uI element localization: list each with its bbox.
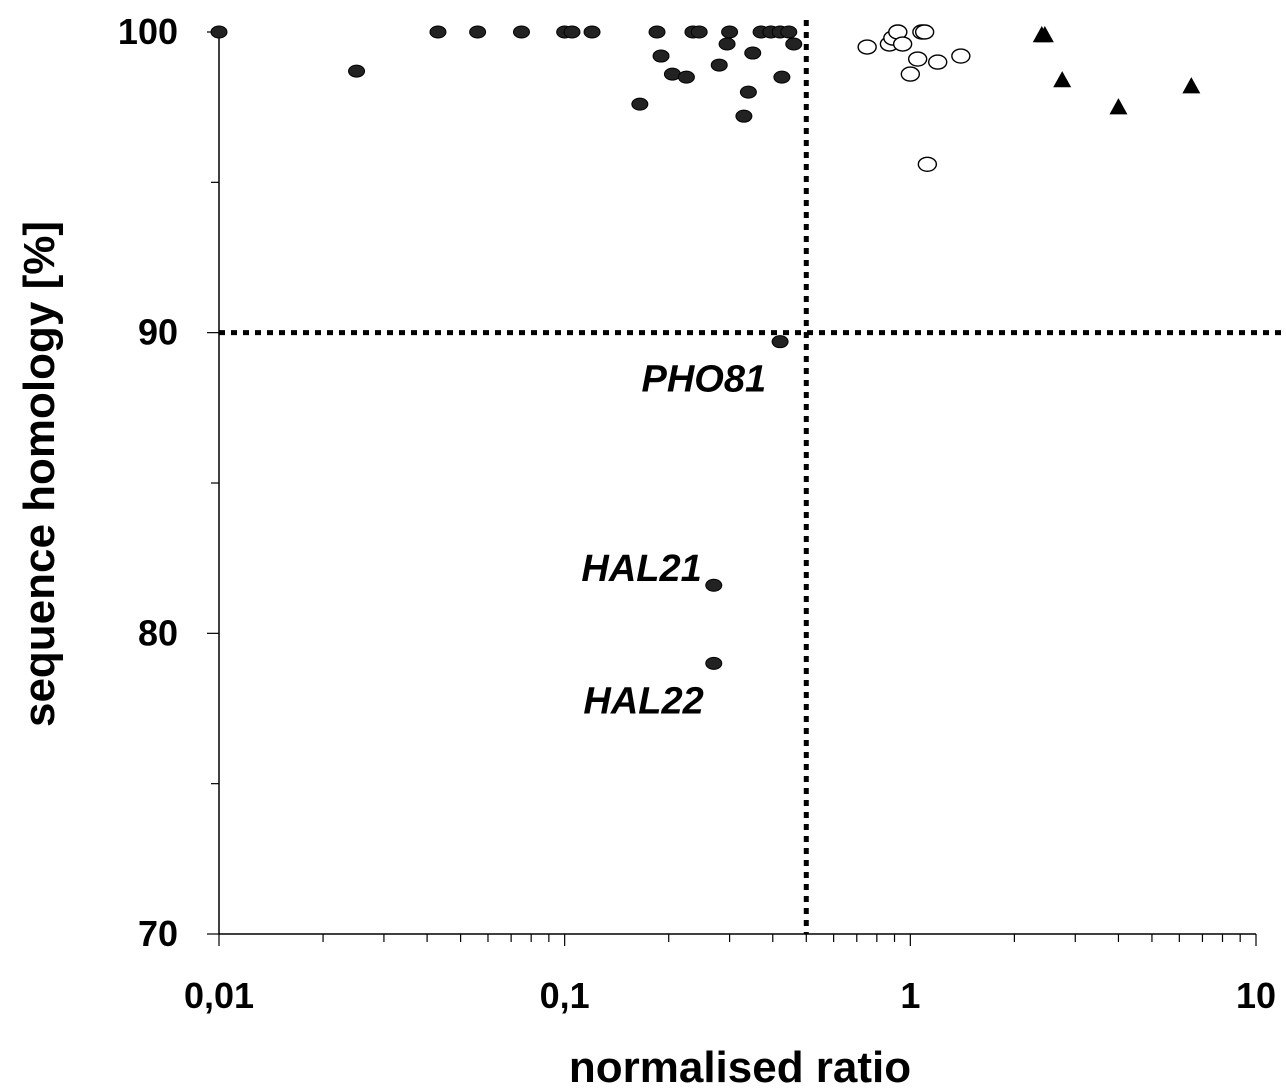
point-annotation: PHO81: [641, 359, 766, 401]
data-point-filled: [469, 25, 487, 39]
data-point-filled: [648, 25, 666, 39]
x-tick-label: 1: [900, 975, 920, 1016]
data-point-filled: [210, 25, 228, 39]
tick-labels: 0,01 0,1 1 10 70 80 90 100: [118, 11, 1276, 1016]
x-axis-title: normalised ratio: [569, 1043, 911, 1091]
data-point-triangle: [1182, 77, 1201, 94]
ticks: [207, 31, 1257, 946]
data-point-filled: [718, 37, 736, 51]
data-point-open: [892, 36, 913, 52]
data-point-filled: [705, 656, 723, 670]
y-tick-label: 80: [138, 612, 178, 653]
data-point-triangle: [1035, 26, 1054, 43]
data-point-open: [928, 54, 948, 70]
data-point-open: [914, 24, 935, 40]
annotations: PHO81 HAL21 HAL22: [581, 359, 766, 723]
data-point-open: [907, 51, 928, 67]
reference-lines: [219, 20, 1286, 934]
data-point-open: [951, 48, 971, 64]
y-axis-title: sequence homology [%]: [15, 221, 64, 727]
x-tick-label: 0,1: [540, 975, 590, 1016]
data-point-filled: [429, 25, 447, 39]
data-point-filled: [780, 25, 798, 39]
data-point-filled: [773, 70, 791, 84]
data-point-open: [857, 39, 877, 55]
data-point-open: [900, 66, 921, 82]
data-point-filled: [710, 58, 728, 72]
data-point-filled: [348, 64, 366, 78]
data-point-filled: [583, 25, 601, 39]
y-tick-label: 100: [118, 11, 178, 52]
data-point-filled: [663, 67, 681, 81]
y-tick-label: 70: [138, 913, 178, 954]
data-point-filled: [652, 49, 670, 63]
axes: [218, 32, 1256, 935]
data-point-filled: [512, 25, 530, 39]
data-point-filled: [744, 46, 762, 60]
data-point-filled: [735, 109, 753, 123]
point-annotation: HAL22: [583, 680, 703, 722]
x-tick-label: 0,01: [184, 975, 254, 1016]
data-point-filled: [690, 25, 708, 39]
data-point-triangle: [1053, 71, 1072, 88]
data-point-filled: [677, 70, 695, 84]
data-point-filled: [721, 25, 739, 39]
data-point-filled: [739, 85, 757, 99]
data-point-filled: [785, 37, 803, 51]
x-tick-label: 10: [1236, 975, 1276, 1016]
data-point-triangle: [1109, 98, 1128, 115]
data-points: [210, 24, 1201, 670]
data-point-filled: [563, 25, 581, 39]
data-point-filled: [631, 97, 649, 111]
data-point-open: [917, 156, 938, 172]
data-point-filled: [771, 335, 789, 349]
point-annotation: HAL21: [581, 548, 701, 590]
data-point-filled: [705, 578, 723, 592]
y-tick-label: 90: [138, 312, 178, 353]
